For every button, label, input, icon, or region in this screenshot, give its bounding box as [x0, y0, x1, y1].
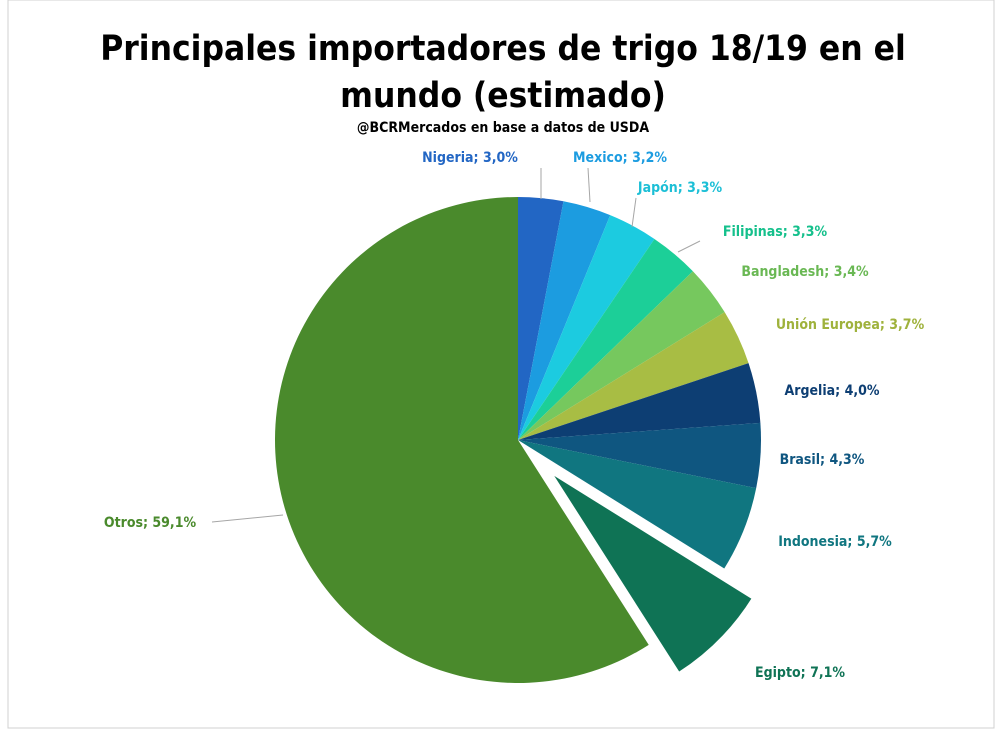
label-value: 3,3%	[792, 224, 827, 240]
data-label: Mexico; 3,2%	[573, 150, 667, 166]
label-category: Filipinas	[723, 224, 783, 240]
label-value: 3,4%	[834, 264, 869, 280]
label-separator: ;	[678, 180, 687, 196]
pie-slice	[518, 271, 725, 440]
chart-title: Principales importadores de trigo 18/19 …	[100, 29, 906, 116]
label-category: Japón	[637, 180, 678, 196]
label-value: 7,1%	[810, 665, 845, 681]
pie-slice	[274, 197, 649, 683]
label-separator: ;	[623, 150, 632, 166]
label-separator: ;	[801, 665, 810, 681]
pie-slice	[546, 467, 757, 678]
pie-slice	[518, 363, 761, 440]
label-separator: ;	[880, 317, 889, 333]
label-separator: ;	[820, 452, 829, 468]
pie-slice	[518, 197, 564, 440]
pie-slice	[518, 215, 655, 440]
label-separator: ;	[474, 150, 483, 166]
label-category: Nigeria	[422, 150, 473, 166]
label-category: Brasil	[780, 452, 820, 468]
pie-slice	[518, 312, 749, 440]
label-value: 3,3%	[687, 180, 722, 196]
data-label: Brasil; 4,3%	[780, 452, 865, 468]
leader-line	[211, 514, 284, 523]
label-category: Unión Europea	[776, 317, 880, 333]
title-line: Principales importadores de trigo 18/19 …	[100, 29, 906, 69]
chart-subtitle: @BCRMercados en base a datos de USDA	[357, 120, 649, 136]
data-label: Nigeria; 3,0%	[422, 150, 518, 166]
label-separator: ;	[847, 534, 856, 550]
data-label: Filipinas; 3,3%	[723, 224, 828, 240]
data-label: Argelia; 4,0%	[784, 383, 879, 399]
label-value: 3,0%	[483, 150, 518, 166]
label-value: 5,7%	[857, 534, 892, 550]
pie-slice	[518, 201, 611, 440]
label-separator: ;	[783, 224, 792, 240]
label-value: 4,0%	[845, 383, 880, 399]
label-category: Egipto	[755, 665, 801, 681]
data-label: Unión Europea; 3,7%	[776, 317, 925, 333]
label-category: Otros	[104, 515, 143, 531]
pie-slice	[518, 238, 693, 440]
data-label: Japón; 3,3%	[637, 180, 723, 196]
data-label: Indonesia; 5,7%	[778, 534, 892, 550]
pie-slice	[518, 440, 757, 569]
data-label: Otros; 59,1%	[104, 515, 197, 531]
label-value: 59,1%	[152, 515, 196, 531]
label-value: 3,2%	[632, 150, 667, 166]
label-category: Indonesia	[778, 534, 847, 550]
leader-line	[631, 197, 637, 228]
label-value: 4,3%	[829, 452, 864, 468]
title-line: mundo (estimado)	[340, 76, 666, 116]
leader-line	[677, 240, 701, 253]
label-category: Bangladesh	[741, 264, 824, 280]
label-category: Argelia	[784, 383, 835, 399]
label-separator: ;	[835, 383, 844, 399]
label-value: 3,7%	[889, 317, 924, 333]
data-label: Bangladesh; 3,4%	[741, 264, 869, 280]
pie-slice	[518, 422, 761, 489]
label-separator: ;	[143, 515, 152, 531]
label-separator: ;	[824, 264, 833, 280]
label-category: Mexico	[573, 150, 623, 166]
data-label: Egipto; 7,1%	[755, 665, 845, 681]
leader-line	[587, 167, 591, 203]
